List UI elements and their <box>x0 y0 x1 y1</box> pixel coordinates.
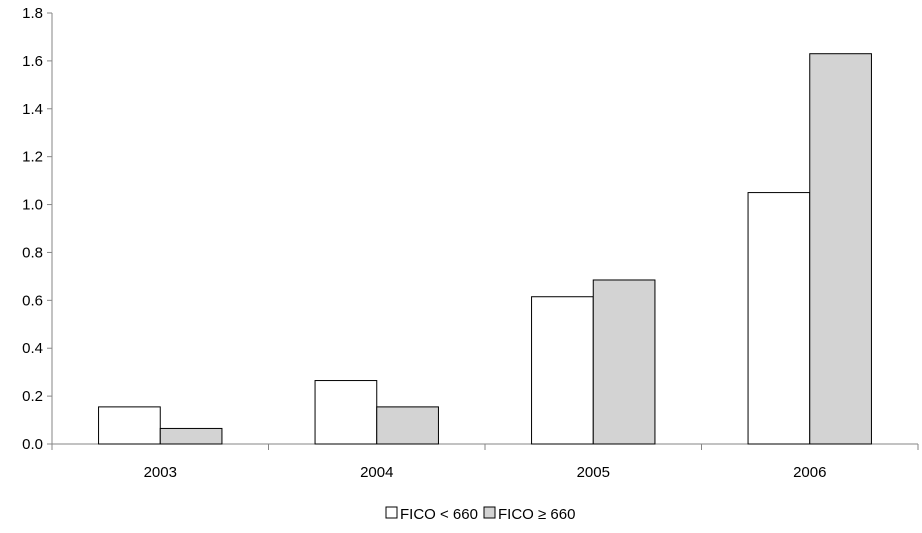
legend-swatch-1 <box>385 506 398 519</box>
bar-series-1-2003 <box>98 406 161 445</box>
x-tick-label: 2005 <box>577 464 610 481</box>
bar-series-1-2006 <box>747 192 811 445</box>
y-tick-label: 1.2 <box>22 149 43 166</box>
y-axis: 0.0 0.2 0.4 0.6 0.8 1.0 1.2 1.4 1.6 1.8 <box>22 5 53 453</box>
bar-series-1-2005 <box>531 296 594 445</box>
legend-label-2: FICO ≥ 660 <box>498 506 575 523</box>
x-tick-label: 2004 <box>360 464 393 481</box>
legend-swatch-2 <box>483 506 496 519</box>
x-tick-label: 2006 <box>793 464 826 481</box>
bar-series-1-2004 <box>314 380 378 445</box>
legend-label-1: FICO < 660 <box>400 506 478 523</box>
x-axis: 2003 2004 2005 2006 <box>51 443 919 481</box>
y-tick-label: 0.8 <box>22 244 43 261</box>
bar-series-2-2006 <box>809 53 872 445</box>
y-tick-label: 1.8 <box>22 5 43 22</box>
bar-series-2-2005 <box>592 279 656 445</box>
bar-series-2-2003 <box>159 427 223 445</box>
y-tick-label: 0.4 <box>22 340 43 357</box>
y-tick-label: 1.6 <box>22 53 43 70</box>
bars-group <box>98 53 872 445</box>
legend: FICO < 660 FICO ≥ 660 <box>385 506 575 523</box>
y-tick-label: 0.0 <box>22 436 43 453</box>
y-tick-label: 0.2 <box>22 388 43 405</box>
y-tick-label: 1.0 <box>22 197 43 214</box>
y-tick-label: 0.6 <box>22 292 43 309</box>
bar-series-2-2004 <box>376 406 439 445</box>
x-tick-label: 2003 <box>144 464 177 481</box>
y-tick-label: 1.4 <box>22 101 43 118</box>
